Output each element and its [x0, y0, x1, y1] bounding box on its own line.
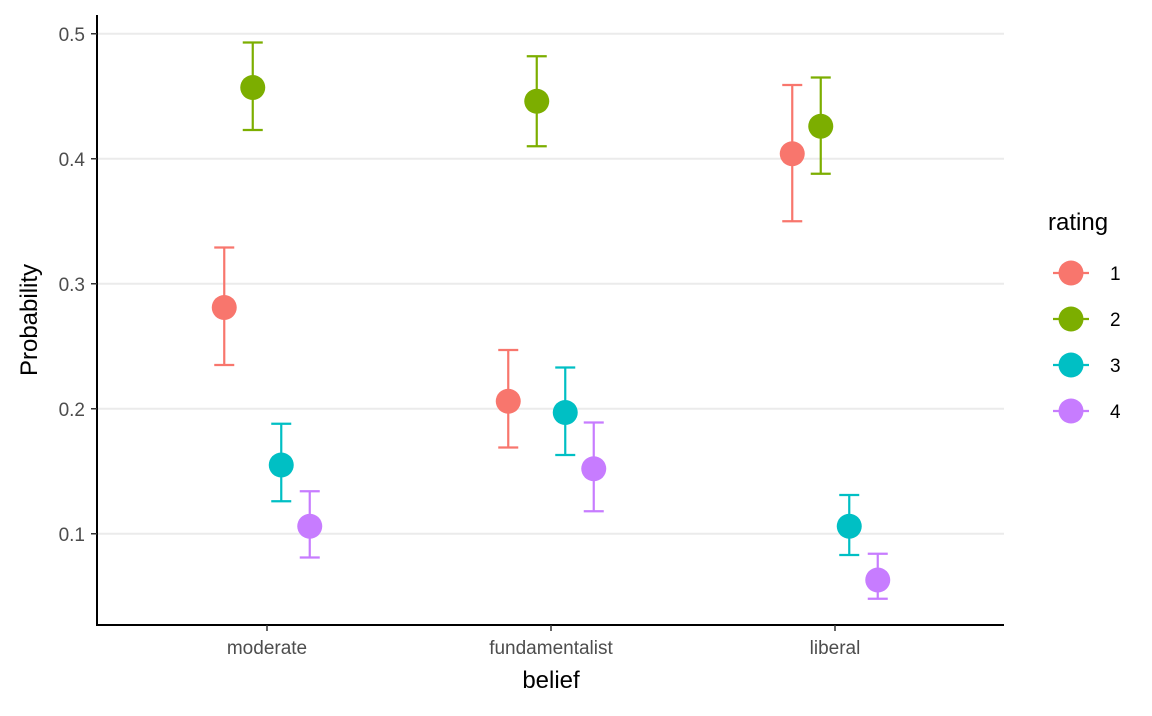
legend-key-point [1058, 352, 1084, 378]
legend-key-point [1058, 260, 1084, 286]
y-axis-title: Probability [16, 264, 43, 376]
axes [96, 15, 1004, 626]
x-tick-label: moderate [227, 638, 307, 659]
data-point [524, 88, 550, 114]
y-tick-label: 0.1 [59, 525, 85, 546]
legend-title: rating [1048, 209, 1108, 236]
x-ticks: moderate fundamentalist liberal [227, 625, 860, 659]
data-point [808, 113, 834, 139]
data-point [836, 513, 862, 539]
gridlines [97, 32, 1004, 535]
y-ticks: 0.1 0.2 0.3 0.4 0.5 [59, 25, 97, 546]
legend-label: 4 [1110, 402, 1121, 423]
legend-label: 2 [1110, 310, 1121, 331]
data-point [581, 456, 607, 482]
y-tick-label: 0.5 [59, 25, 85, 46]
legend-key-point [1058, 398, 1084, 424]
data-point [779, 141, 805, 167]
data-point [211, 295, 237, 320]
y-tick-label: 0.4 [59, 150, 86, 171]
legend-label: 1 [1110, 264, 1121, 285]
x-axis-title: belief [522, 667, 580, 694]
y-tick-label: 0.2 [59, 400, 85, 421]
data-point [495, 388, 521, 414]
legend-label: 3 [1110, 356, 1121, 377]
data-point [268, 452, 294, 478]
x-tick-label: liberal [810, 638, 861, 659]
data-marks [211, 41, 891, 600]
data-point [865, 567, 891, 593]
legend-key-point [1058, 306, 1084, 332]
y-tick-label: 0.3 [59, 275, 85, 296]
data-point [240, 75, 266, 100]
x-tick-label: fundamentalist [489, 638, 613, 659]
legend: rating 1 2 3 4 [1048, 209, 1121, 424]
data-point [552, 400, 578, 425]
data-point [297, 513, 323, 539]
